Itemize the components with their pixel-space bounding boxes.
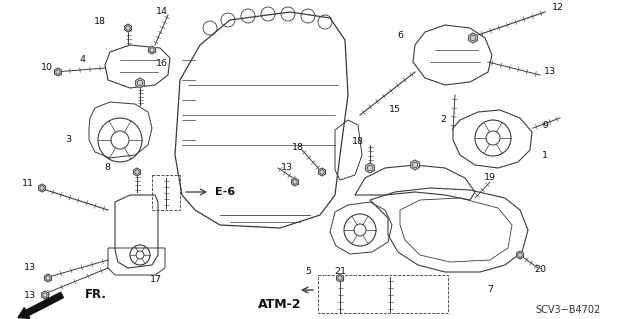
Polygon shape: [134, 168, 140, 176]
Text: 11: 11: [22, 179, 34, 188]
Polygon shape: [516, 251, 524, 259]
Text: 13: 13: [24, 263, 36, 272]
Polygon shape: [365, 163, 374, 173]
Polygon shape: [54, 68, 61, 76]
Text: 21: 21: [334, 268, 346, 277]
Polygon shape: [411, 160, 419, 170]
Bar: [318, 275, 448, 313]
Polygon shape: [292, 178, 298, 186]
Text: 7: 7: [487, 286, 493, 294]
Text: 13: 13: [24, 291, 36, 300]
Text: SCV3−B4702: SCV3−B4702: [536, 305, 600, 315]
Text: 5: 5: [305, 268, 311, 277]
Polygon shape: [42, 291, 49, 299]
Text: 3: 3: [65, 136, 71, 145]
Text: 4: 4: [79, 56, 85, 64]
Text: E-6: E-6: [215, 187, 235, 197]
Text: 1: 1: [542, 151, 548, 160]
Text: 18: 18: [292, 144, 304, 152]
Polygon shape: [136, 78, 145, 88]
Text: 13: 13: [281, 162, 293, 172]
Text: 10: 10: [41, 63, 53, 72]
Polygon shape: [148, 46, 156, 54]
Text: FR.: FR.: [85, 288, 107, 301]
Polygon shape: [468, 33, 477, 43]
Polygon shape: [125, 24, 131, 32]
Polygon shape: [319, 168, 326, 176]
Text: 12: 12: [552, 4, 564, 12]
Polygon shape: [38, 184, 45, 192]
Text: 15: 15: [389, 106, 401, 115]
Text: 18: 18: [352, 137, 364, 146]
Text: 6: 6: [397, 31, 403, 40]
Polygon shape: [45, 274, 51, 282]
Text: 9: 9: [542, 121, 548, 130]
Text: 2: 2: [440, 115, 446, 124]
Polygon shape: [337, 274, 344, 282]
FancyArrow shape: [18, 292, 63, 318]
Text: 14: 14: [156, 8, 168, 17]
Text: 8: 8: [104, 162, 110, 172]
Text: 13: 13: [544, 68, 556, 77]
Text: 19: 19: [484, 174, 496, 182]
Text: 17: 17: [150, 276, 162, 285]
Text: ATM-2: ATM-2: [259, 299, 301, 311]
Text: 20: 20: [534, 265, 546, 275]
Text: 18: 18: [94, 18, 106, 26]
Bar: [152, 175, 180, 210]
Text: 16: 16: [156, 60, 168, 69]
